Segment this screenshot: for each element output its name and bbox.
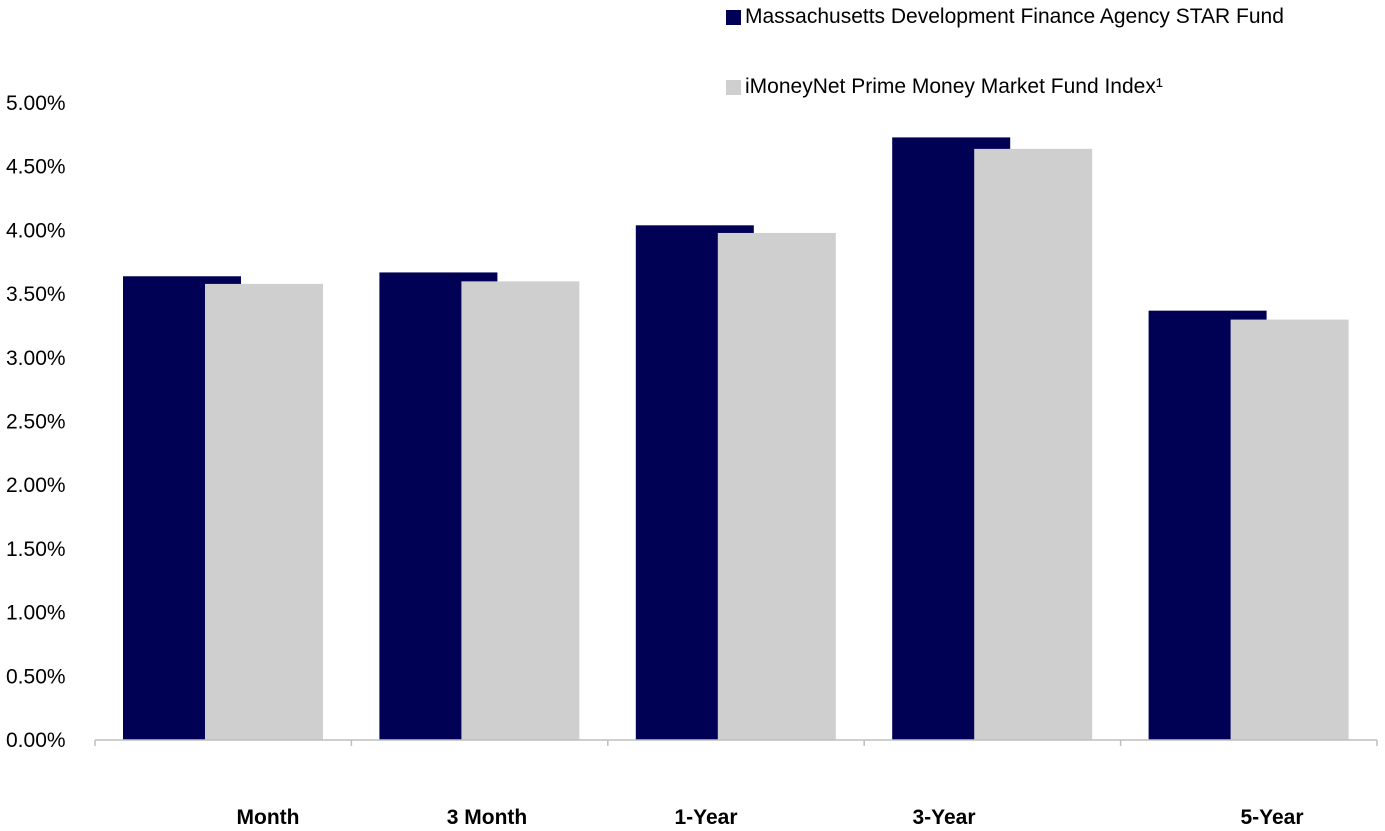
bar-imoneynet-index-5-year — [1230, 319, 1349, 740]
y-tick-label: 3.00% — [6, 347, 66, 370]
y-tick-label: 1.50% — [6, 538, 66, 561]
y-tick-label: 0.50% — [6, 665, 66, 688]
bar-imoneynet-index-3-year — [974, 148, 1093, 740]
y-tick-label: 3.50% — [6, 283, 66, 306]
bar-imoneynet-index-month — [205, 283, 323, 740]
legend-label-imoneynet-index: iMoneyNet Prime Money Market Fund Index¹ — [745, 75, 1163, 98]
bar-imoneynet-index-1-year — [717, 232, 836, 740]
y-tick-label: 2.50% — [6, 411, 66, 434]
y-tick-label: 4.50% — [6, 156, 66, 179]
y-tick-label: 0.00% — [6, 729, 66, 752]
x-category-label: Month — [237, 806, 300, 829]
y-tick-label: 4.00% — [6, 219, 66, 242]
x-category-label: 3-Year — [912, 806, 975, 829]
x-axis — [94, 739, 1378, 746]
y-tick-label: 1.00% — [6, 602, 66, 625]
legend-swatch-imoneynet-index — [726, 79, 741, 95]
bar-imoneynet-index-3-month — [461, 281, 580, 740]
legend-swatch-star-fund — [726, 9, 741, 25]
x-category-label: 5-Year — [1240, 806, 1303, 829]
bars — [123, 137, 1349, 740]
x-category-label: 1-Year — [674, 806, 737, 829]
legend-item-star-fund: Massachusetts Development Finance Agency… — [726, 2, 1284, 32]
legend-item-imoneynet-index: iMoneyNet Prime Money Market Fund Index¹ — [726, 72, 1284, 102]
legend: Massachusetts Development Finance Agency… — [726, 2, 1284, 142]
x-category-label: 3 Month — [447, 806, 527, 829]
legend-label-star-fund: Massachusetts Development Finance Agency… — [745, 5, 1284, 28]
y-tick-label: 2.00% — [6, 474, 66, 497]
y-axis-tick-labels: 0.00% 0.50% 1.00% 1.50% 2.00% 2.50% 3.00% 3.50%… — [6, 92, 66, 752]
x-axis-category-labels: Month 3 Month 1-Year 3-Year 5-Year — [237, 806, 1304, 829]
y-tick-label: 5.00% — [6, 92, 66, 115]
